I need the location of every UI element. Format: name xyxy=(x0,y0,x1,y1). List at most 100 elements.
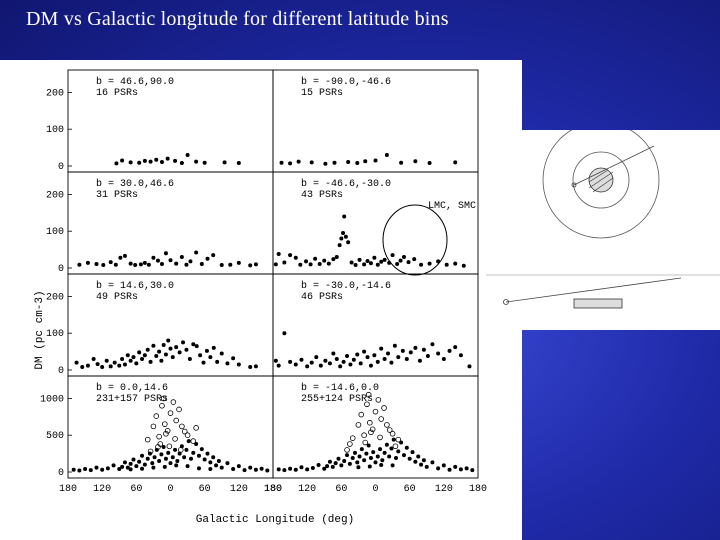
data-point-filled xyxy=(140,466,145,471)
data-point-filled xyxy=(357,454,362,459)
data-point-filled xyxy=(202,457,207,462)
data-point xyxy=(338,364,343,369)
data-point-filled xyxy=(248,465,253,470)
data-point-filled xyxy=(162,464,167,469)
data-point-filled xyxy=(142,462,147,467)
data-point-open xyxy=(179,423,185,430)
data-point-filled xyxy=(131,457,136,462)
data-point xyxy=(341,359,346,364)
data-point xyxy=(80,365,85,370)
data-point xyxy=(108,364,113,369)
data-point-filled xyxy=(339,463,344,468)
data-point xyxy=(253,262,258,267)
data-point xyxy=(288,161,293,166)
data-point xyxy=(334,356,339,361)
data-point xyxy=(298,262,303,267)
y-tick-label: 100 xyxy=(46,125,64,136)
data-point xyxy=(395,261,400,266)
data-point-open xyxy=(160,395,167,402)
data-point-filled xyxy=(225,461,230,466)
data-point xyxy=(387,260,392,265)
data-point-filled xyxy=(404,445,409,450)
panel-count-label: 231+157 PSRs xyxy=(96,394,168,405)
data-point-open xyxy=(150,423,157,430)
x-tick-label: 60 xyxy=(130,484,142,495)
data-point xyxy=(441,356,446,361)
data-point-open xyxy=(364,401,370,408)
data-point xyxy=(279,160,284,165)
data-point xyxy=(408,350,413,355)
data-point xyxy=(211,253,216,258)
data-point-filled xyxy=(216,458,221,463)
data-point-filled xyxy=(416,454,421,459)
sightline xyxy=(573,145,655,186)
data-point-filled xyxy=(175,458,180,463)
data-point-filled xyxy=(394,456,398,461)
data-point xyxy=(342,214,347,219)
data-point xyxy=(400,348,405,353)
data-point-open xyxy=(147,448,154,455)
data-point xyxy=(293,255,298,260)
panel-count-label: 255+124 PSRs xyxy=(301,394,373,405)
data-point xyxy=(112,360,117,365)
data-point-filled xyxy=(330,464,335,469)
data-point xyxy=(467,364,472,369)
data-point xyxy=(155,258,160,263)
data-point-filled xyxy=(325,464,330,469)
data-point-filled xyxy=(470,468,475,473)
data-point xyxy=(85,363,90,368)
data-point-open xyxy=(190,438,197,444)
data-point-filled xyxy=(137,459,142,464)
data-point xyxy=(204,348,209,353)
data-point xyxy=(163,352,168,357)
data-point-open xyxy=(163,430,169,437)
data-point-open xyxy=(358,411,365,418)
x-tick-label: 180 xyxy=(264,484,282,495)
x-tick-label: 60 xyxy=(404,484,416,495)
data-point xyxy=(137,350,142,355)
data-point-open xyxy=(386,427,393,433)
data-point xyxy=(128,160,133,165)
data-point xyxy=(386,351,391,356)
data-point-open xyxy=(177,447,184,453)
data-point-filled xyxy=(94,465,99,470)
data-point xyxy=(282,331,287,336)
data-point-filled xyxy=(208,460,213,465)
data-point xyxy=(159,261,164,266)
data-point xyxy=(113,262,118,267)
data-point xyxy=(417,358,422,363)
data-point-filled xyxy=(391,437,396,442)
data-point xyxy=(390,253,395,258)
slide-title: DM vs Galactic longitude for different l… xyxy=(26,8,449,30)
data-point xyxy=(208,355,213,360)
data-point-open xyxy=(164,427,171,434)
data-point xyxy=(133,263,138,268)
data-point xyxy=(389,360,394,365)
data-point xyxy=(398,258,403,263)
hatched-disk xyxy=(573,298,623,309)
data-point xyxy=(198,353,203,358)
panel-latitude-label: b = 14.6,30.0 xyxy=(96,280,174,292)
data-point xyxy=(358,361,363,366)
data-point-filled xyxy=(355,460,360,465)
data-point-filled xyxy=(196,453,201,458)
data-point xyxy=(145,347,150,352)
data-point-filled xyxy=(379,463,384,468)
data-point-filled xyxy=(336,456,341,461)
panel-latitude-label: b = 0.0,14.6 xyxy=(96,382,168,394)
data-point-open xyxy=(368,429,374,436)
data-point-filled xyxy=(407,456,412,461)
data-point xyxy=(159,358,164,363)
data-point-filled xyxy=(387,454,392,459)
data-point-filled xyxy=(157,458,162,463)
data-point xyxy=(131,355,136,360)
data-point-filled xyxy=(191,450,196,455)
data-point xyxy=(74,360,79,365)
data-point xyxy=(219,351,224,356)
data-point xyxy=(444,262,449,267)
data-point-filled xyxy=(410,450,415,455)
x-tick-label: 120 xyxy=(435,484,453,495)
data-point xyxy=(165,156,170,161)
data-point xyxy=(179,161,184,166)
data-point xyxy=(179,254,184,259)
